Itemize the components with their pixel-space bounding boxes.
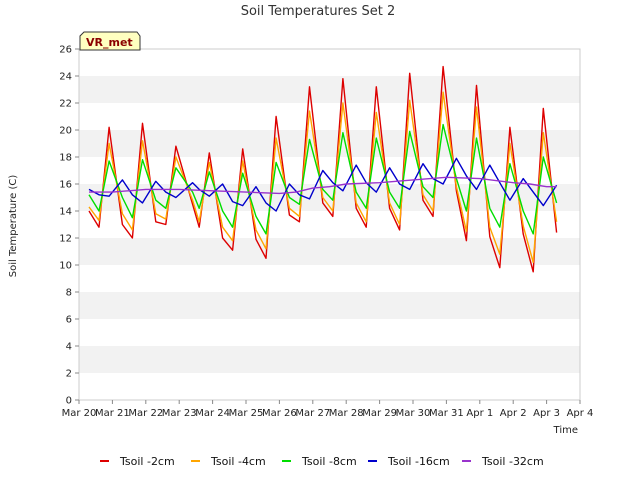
x-tick-label: Mar 26 <box>262 408 297 419</box>
y-tick-label: 20 <box>59 126 72 137</box>
y-tick-label: 0 <box>66 396 72 407</box>
legend-label: Tsoil -16cm <box>387 455 450 468</box>
y-tick-label: 18 <box>59 153 72 164</box>
x-tick-label: Mar 29 <box>362 408 397 419</box>
y-tick-label: 26 <box>59 45 72 56</box>
grid-band <box>79 346 580 373</box>
y-axis-label: Soil Temperature (C) <box>8 175 19 278</box>
x-tick-label: Mar 22 <box>128 408 163 419</box>
y-tick-label: 8 <box>66 288 72 299</box>
x-tick-label: Mar 28 <box>329 408 364 419</box>
x-tick-label: Mar 20 <box>62 408 97 419</box>
series-line <box>88 91 558 263</box>
x-tick-label: Mar 23 <box>162 408 197 419</box>
x-tick-label: Mar 30 <box>396 408 431 419</box>
series-line <box>88 157 558 212</box>
chart-title: Soil Temperatures Set 2 <box>241 4 396 19</box>
legend-label: Tsoil -8cm <box>301 455 357 468</box>
x-tick-label: Apr 3 <box>533 408 560 419</box>
x-tick-label: Mar 31 <box>429 408 464 419</box>
y-tick-label: 24 <box>59 72 72 83</box>
series-line <box>88 123 558 235</box>
x-axis-label: Time <box>553 425 578 436</box>
x-tick-label: Mar 27 <box>295 408 330 419</box>
grid-band <box>79 130 580 157</box>
series-lines <box>88 65 558 273</box>
badge: VR_met <box>79 31 141 51</box>
y-tick-label: 16 <box>59 180 72 191</box>
y-tick-label: 2 <box>66 369 72 380</box>
legend-label: Tsoil -32cm <box>481 455 544 468</box>
x-tick-label: Apr 4 <box>567 408 594 419</box>
grid-bands <box>79 76 580 373</box>
y-tick-label: 6 <box>66 315 72 326</box>
x-tick-label: Apr 1 <box>466 408 493 419</box>
badge-label: VR_met <box>86 36 133 49</box>
grid-band <box>79 76 580 103</box>
legend-label: Tsoil -4cm <box>210 455 266 468</box>
grid-band <box>79 292 580 319</box>
x-tick-label: Mar 21 <box>95 408 130 419</box>
y-tick-label: 4 <box>66 342 72 353</box>
x-tick-label: Mar 25 <box>229 408 264 419</box>
x-tick-label: Apr 2 <box>500 408 527 419</box>
legend-label: Tsoil -2cm <box>119 455 175 468</box>
y-tick-label: 10 <box>59 261 72 272</box>
grid-band <box>79 238 580 265</box>
y-tick-label: 12 <box>59 234 72 245</box>
y-tick-label: 22 <box>59 99 72 110</box>
series-line <box>88 65 558 273</box>
plot-area <box>78 48 581 401</box>
y-tick-label: 14 <box>59 207 72 218</box>
series-line <box>89 176 557 195</box>
legend: Tsoil -2cm Tsoil -4cm Tsoil -8cm Tsoil -16c… <box>100 455 544 468</box>
x-tick-label: Mar 24 <box>195 408 230 419</box>
